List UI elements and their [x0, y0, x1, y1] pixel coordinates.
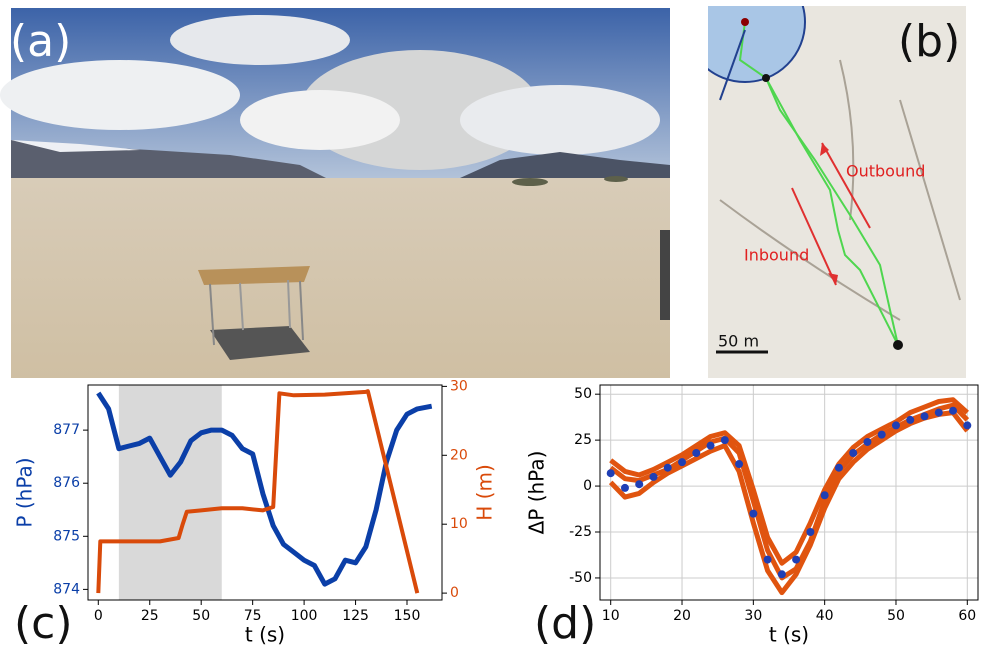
data-point: [692, 448, 701, 457]
panel-label: (b): [898, 16, 960, 67]
data-point: [934, 408, 943, 417]
x-tick-label: 100: [291, 608, 318, 624]
series-line: [608, 410, 970, 596]
data-point: [891, 421, 900, 430]
y2-tick-label: 10: [450, 516, 468, 532]
y-tick-label: 877: [53, 422, 80, 438]
y-tick-label: -25: [569, 524, 592, 540]
plot-frame: [87, 384, 443, 601]
y-axis-label: P (hPa): [13, 457, 37, 527]
y-tick-label: 875: [53, 528, 80, 544]
map-label: Inbound: [744, 246, 809, 265]
y-tick-label: 0: [583, 478, 592, 494]
series-line: [609, 397, 969, 566]
data-point: [706, 441, 715, 450]
highlight: [118, 385, 222, 600]
data-point: [720, 436, 729, 445]
x-tick-label: 0: [94, 608, 103, 624]
data-point: [749, 509, 758, 518]
x-tick-label: 60: [958, 608, 976, 624]
y-axis-label: ΔP (hPa): [525, 451, 549, 535]
data-point: [949, 406, 958, 415]
x-tick-label: 50: [192, 608, 210, 624]
x-tick-label: 150: [394, 608, 421, 624]
y2-axis-label: H (m): [473, 464, 497, 520]
data-point: [763, 555, 772, 564]
series-line: [96, 389, 420, 594]
data-point: [777, 570, 786, 579]
map-label: Outbound: [846, 162, 925, 181]
y2-tick-label: 30: [450, 378, 468, 394]
data-point: [820, 491, 829, 500]
scale-label: 50 m: [718, 332, 759, 351]
data-point: [635, 480, 644, 489]
data-point: [963, 421, 972, 430]
series-line: [96, 391, 433, 587]
panel-label: (d): [534, 598, 596, 649]
data-point: [649, 472, 658, 481]
plot-frame: [599, 384, 979, 601]
data-point: [920, 412, 929, 421]
data-point: [877, 430, 886, 439]
data-point: [792, 555, 801, 564]
panel-label: (a): [10, 16, 71, 67]
x-tick-label: 40: [816, 608, 834, 624]
x-tick-label: 75: [244, 608, 262, 624]
data-point: [834, 463, 843, 472]
y-tick-label: -50: [569, 570, 592, 586]
y-tick-label: 50: [574, 386, 592, 402]
data-point: [863, 437, 872, 446]
data-point: [849, 448, 858, 457]
x-tick-label: 125: [342, 608, 369, 624]
x-tick-label: 10: [602, 608, 620, 624]
data-point: [663, 463, 672, 472]
data-point: [806, 528, 815, 537]
panel-label: (c): [14, 598, 73, 649]
data-point: [906, 415, 915, 424]
photo: [0, 8, 670, 378]
data-point: [678, 458, 687, 467]
data-point: [620, 483, 629, 492]
x-tick-label: 50: [887, 608, 905, 624]
x-tick-label: 20: [673, 608, 691, 624]
data-point: [606, 469, 615, 478]
data-point: [735, 460, 744, 469]
y2-tick-label: 0: [450, 585, 459, 601]
y2-tick-label: 20: [450, 447, 468, 463]
x-tick-label: 30: [744, 608, 762, 624]
x-axis-label: t (s): [245, 623, 285, 647]
series-line: [609, 402, 970, 581]
y-tick-label: 876: [53, 475, 80, 491]
y-tick-label: 874: [53, 581, 80, 597]
map: [708, 6, 966, 378]
x-tick-label: 25: [141, 608, 159, 624]
x-axis-label: t (s): [769, 623, 809, 647]
y-tick-label: 25: [574, 432, 592, 448]
